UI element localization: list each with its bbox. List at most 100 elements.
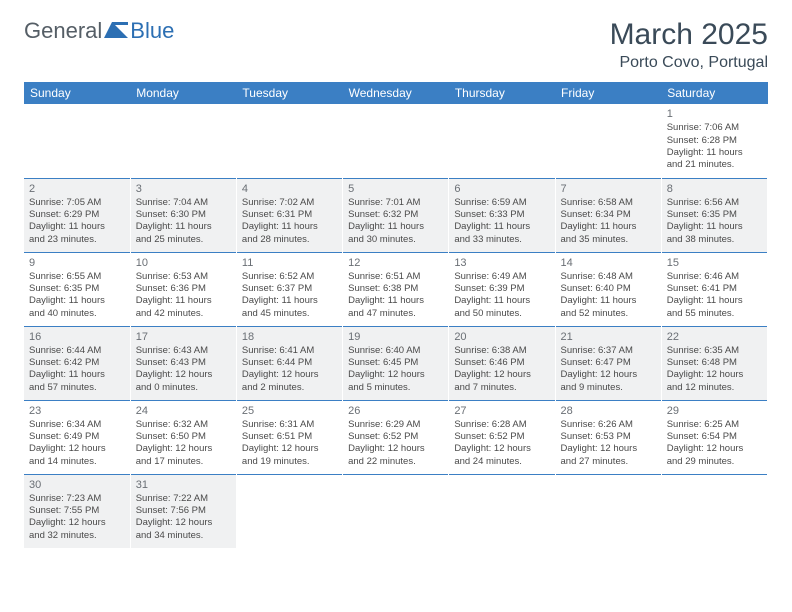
calendar-cell: 8Sunrise: 6:56 AMSunset: 6:35 PMDaylight… bbox=[661, 178, 767, 252]
cell-text: Daylight: 11 hours bbox=[561, 295, 656, 307]
day-number: 17 bbox=[136, 330, 231, 344]
calendar-cell bbox=[343, 474, 449, 548]
calendar-cell: 16Sunrise: 6:44 AMSunset: 6:42 PMDayligh… bbox=[24, 326, 130, 400]
cell-text: Sunrise: 6:34 AM bbox=[29, 419, 125, 431]
calendar-cell: 3Sunrise: 7:04 AMSunset: 6:30 PMDaylight… bbox=[130, 178, 236, 252]
cell-text: Sunset: 6:32 PM bbox=[348, 209, 443, 221]
calendar-cell: 12Sunrise: 6:51 AMSunset: 6:38 PMDayligh… bbox=[343, 252, 449, 326]
cell-text: and 17 minutes. bbox=[136, 456, 231, 468]
day-number: 15 bbox=[667, 256, 762, 270]
day-number: 16 bbox=[29, 330, 125, 344]
calendar-cell bbox=[555, 104, 661, 178]
weekday-header-row: Sunday Monday Tuesday Wednesday Thursday… bbox=[24, 82, 768, 104]
day-number: 23 bbox=[29, 404, 125, 418]
cell-text: Sunrise: 6:43 AM bbox=[136, 345, 231, 357]
cell-text: Daylight: 11 hours bbox=[667, 147, 762, 159]
cell-text: Sunrise: 6:31 AM bbox=[242, 419, 337, 431]
cell-text: Sunrise: 6:25 AM bbox=[667, 419, 762, 431]
cell-text: Daylight: 11 hours bbox=[29, 369, 125, 381]
day-number: 12 bbox=[348, 256, 443, 270]
cell-text: Daylight: 12 hours bbox=[136, 443, 231, 455]
day-number: 27 bbox=[454, 404, 549, 418]
day-number: 4 bbox=[242, 182, 337, 196]
cell-text: and 52 minutes. bbox=[561, 308, 656, 320]
day-number: 28 bbox=[561, 404, 656, 418]
cell-text: Sunrise: 7:06 AM bbox=[667, 122, 762, 134]
cell-text: Daylight: 12 hours bbox=[242, 369, 337, 381]
calendar-cell bbox=[343, 104, 449, 178]
calendar-cell: 20Sunrise: 6:38 AMSunset: 6:46 PMDayligh… bbox=[449, 326, 555, 400]
day-number: 6 bbox=[454, 182, 549, 196]
calendar-cell: 17Sunrise: 6:43 AMSunset: 6:43 PMDayligh… bbox=[130, 326, 236, 400]
cell-text: and 29 minutes. bbox=[667, 456, 762, 468]
calendar-cell: 25Sunrise: 6:31 AMSunset: 6:51 PMDayligh… bbox=[236, 400, 342, 474]
calendar-cell: 14Sunrise: 6:48 AMSunset: 6:40 PMDayligh… bbox=[555, 252, 661, 326]
cell-text: Daylight: 11 hours bbox=[242, 295, 337, 307]
cell-text: and 34 minutes. bbox=[136, 530, 231, 542]
cell-text: Daylight: 12 hours bbox=[29, 443, 125, 455]
day-number: 19 bbox=[348, 330, 443, 344]
cell-text: Sunset: 6:47 PM bbox=[561, 357, 656, 369]
day-number: 26 bbox=[348, 404, 443, 418]
calendar-cell: 5Sunrise: 7:01 AMSunset: 6:32 PMDaylight… bbox=[343, 178, 449, 252]
weekday-header: Wednesday bbox=[343, 82, 449, 104]
calendar-cell bbox=[236, 474, 342, 548]
day-number: 14 bbox=[561, 256, 656, 270]
calendar-row: 16Sunrise: 6:44 AMSunset: 6:42 PMDayligh… bbox=[24, 326, 768, 400]
cell-text: Sunset: 6:54 PM bbox=[667, 431, 762, 443]
cell-text: and 28 minutes. bbox=[242, 234, 337, 246]
cell-text: Sunset: 6:33 PM bbox=[454, 209, 549, 221]
cell-text: Sunrise: 6:53 AM bbox=[136, 271, 231, 283]
header: General Blue March 2025 Porto Covo, Port… bbox=[24, 18, 768, 72]
cell-text: and 33 minutes. bbox=[454, 234, 549, 246]
cell-text: Sunset: 6:38 PM bbox=[348, 283, 443, 295]
day-number: 29 bbox=[667, 404, 762, 418]
cell-text: Sunrise: 6:29 AM bbox=[348, 419, 443, 431]
calendar-cell: 24Sunrise: 6:32 AMSunset: 6:50 PMDayligh… bbox=[130, 400, 236, 474]
cell-text: Daylight: 12 hours bbox=[667, 443, 762, 455]
calendar-cell: 30Sunrise: 7:23 AMSunset: 7:55 PMDayligh… bbox=[24, 474, 130, 548]
cell-text: Daylight: 11 hours bbox=[242, 221, 337, 233]
day-number: 13 bbox=[454, 256, 549, 270]
calendar-cell bbox=[130, 104, 236, 178]
cell-text: Sunrise: 6:35 AM bbox=[667, 345, 762, 357]
cell-text: and 50 minutes. bbox=[454, 308, 549, 320]
cell-text: Daylight: 11 hours bbox=[454, 295, 549, 307]
calendar-cell: 31Sunrise: 7:22 AMSunset: 7:56 PMDayligh… bbox=[130, 474, 236, 548]
cell-text: and 25 minutes. bbox=[136, 234, 231, 246]
calendar-cell: 19Sunrise: 6:40 AMSunset: 6:45 PMDayligh… bbox=[343, 326, 449, 400]
cell-text: Sunrise: 6:26 AM bbox=[561, 419, 656, 431]
calendar-cell bbox=[449, 474, 555, 548]
cell-text: Sunrise: 6:48 AM bbox=[561, 271, 656, 283]
calendar-cell: 9Sunrise: 6:55 AMSunset: 6:35 PMDaylight… bbox=[24, 252, 130, 326]
cell-text: Sunrise: 6:52 AM bbox=[242, 271, 337, 283]
cell-text: Daylight: 12 hours bbox=[136, 517, 231, 529]
cell-text: Sunrise: 6:32 AM bbox=[136, 419, 231, 431]
calendar-row: 2Sunrise: 7:05 AMSunset: 6:29 PMDaylight… bbox=[24, 178, 768, 252]
day-number: 8 bbox=[667, 182, 762, 196]
cell-text: Sunset: 6:46 PM bbox=[454, 357, 549, 369]
calendar-cell: 10Sunrise: 6:53 AMSunset: 6:36 PMDayligh… bbox=[130, 252, 236, 326]
cell-text: Sunset: 6:53 PM bbox=[561, 431, 656, 443]
cell-text: Sunset: 6:28 PM bbox=[667, 135, 762, 147]
cell-text: Daylight: 11 hours bbox=[454, 221, 549, 233]
day-number: 3 bbox=[136, 182, 231, 196]
calendar-table: Sunday Monday Tuesday Wednesday Thursday… bbox=[24, 82, 768, 548]
calendar-cell: 1Sunrise: 7:06 AMSunset: 6:28 PMDaylight… bbox=[661, 104, 767, 178]
cell-text: Sunset: 6:52 PM bbox=[348, 431, 443, 443]
cell-text: Sunrise: 6:55 AM bbox=[29, 271, 125, 283]
logo-text-general: General bbox=[24, 18, 102, 44]
cell-text: and 7 minutes. bbox=[454, 382, 549, 394]
day-number: 20 bbox=[454, 330, 549, 344]
cell-text: Sunrise: 6:49 AM bbox=[454, 271, 549, 283]
weekday-header: Tuesday bbox=[236, 82, 342, 104]
weekday-header: Sunday bbox=[24, 82, 130, 104]
cell-text: Sunrise: 6:56 AM bbox=[667, 197, 762, 209]
day-number: 7 bbox=[561, 182, 656, 196]
cell-text: Sunrise: 7:04 AM bbox=[136, 197, 231, 209]
logo-mark-icon bbox=[104, 18, 130, 44]
cell-text: and 57 minutes. bbox=[29, 382, 125, 394]
cell-text: and 45 minutes. bbox=[242, 308, 337, 320]
cell-text: Sunrise: 7:22 AM bbox=[136, 493, 231, 505]
cell-text: Daylight: 12 hours bbox=[348, 443, 443, 455]
